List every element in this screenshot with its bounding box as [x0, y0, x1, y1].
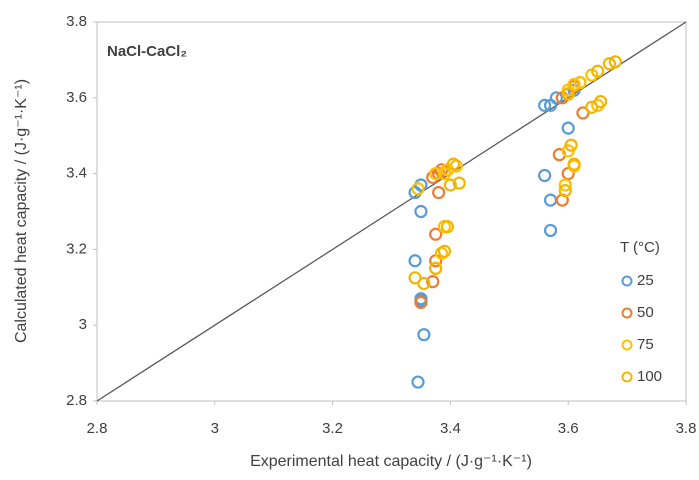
point	[608, 55, 622, 69]
x-tick-label: 3.2	[322, 420, 343, 437]
point	[417, 276, 431, 291]
point	[432, 185, 446, 200]
x-tick-label: 3.6	[558, 420, 579, 437]
x-tick-label: 3.4	[440, 420, 461, 437]
point	[443, 178, 457, 192]
point	[429, 167, 443, 181]
legend-marker	[621, 307, 633, 319]
point	[591, 64, 605, 78]
point	[440, 220, 455, 234]
x-tick-label: 2.8	[87, 420, 108, 437]
point	[558, 178, 572, 192]
y-axis-label: Calculated heat capacity / (J·g⁻¹·K⁻¹)	[13, 79, 30, 343]
y-tick-label: 3	[79, 316, 87, 333]
point	[446, 157, 460, 171]
point	[429, 227, 443, 241]
y-tick-label: 3.6	[66, 89, 87, 106]
plot-frame	[96, 21, 687, 402]
point	[602, 57, 617, 71]
legend-marker	[621, 371, 633, 383]
point	[417, 328, 431, 342]
legend-label: 25	[637, 272, 654, 289]
point	[429, 261, 443, 275]
point	[549, 91, 564, 105]
y-tick-label: 2.8	[66, 392, 87, 409]
point	[414, 295, 428, 310]
point	[411, 182, 425, 196]
point	[567, 157, 581, 171]
legend-title: T (°C)	[620, 239, 660, 256]
point	[573, 76, 587, 90]
point	[452, 176, 466, 190]
point	[411, 375, 425, 389]
point	[408, 254, 422, 268]
diagonal	[96, 21, 687, 402]
point	[585, 100, 599, 114]
point	[558, 184, 572, 198]
legend-label: 50	[637, 304, 654, 321]
point	[564, 138, 578, 152]
annotation: NaCl-CaCl₂	[107, 43, 187, 60]
point	[437, 244, 452, 258]
y-tick-label: 3.2	[66, 240, 87, 257]
legend-label: 75	[637, 336, 654, 353]
point	[561, 121, 575, 135]
x-tick-label: 3.8	[676, 420, 697, 437]
x-axis-label: Experimental heat capacity / (J·g⁻¹·K⁻¹)	[250, 453, 532, 470]
point	[426, 275, 440, 289]
x-tick-label: 3	[211, 420, 219, 437]
point	[567, 77, 581, 92]
point	[414, 204, 428, 219]
legend-marker	[621, 339, 633, 351]
y-tick-label: 3.4	[66, 165, 87, 182]
point	[543, 223, 558, 238]
point	[561, 87, 575, 101]
y-tick-label: 3.8	[66, 13, 87, 30]
legend-marker	[621, 275, 633, 287]
point	[538, 98, 552, 112]
point	[538, 168, 552, 183]
point	[543, 193, 558, 207]
legend-label: 100	[637, 368, 662, 385]
